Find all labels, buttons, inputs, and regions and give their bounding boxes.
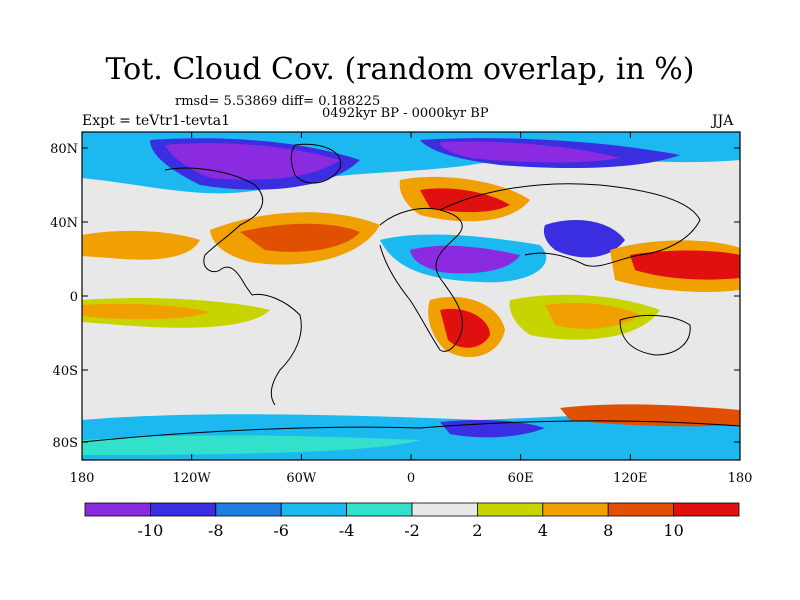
colorbar-swatch — [215, 502, 282, 517]
colorbar-label: 4 — [538, 521, 548, 540]
x-tick-label: 0 — [407, 471, 415, 486]
colorbar-swatch — [542, 502, 609, 517]
coastlines — [82, 143, 740, 443]
colorbar-label: -10 — [138, 521, 164, 540]
colorbar-swatch — [280, 502, 348, 517]
colorbar-swatch — [149, 502, 217, 517]
y-tick-label: 40S — [53, 364, 78, 379]
colorbar-swatch — [84, 502, 151, 517]
colorbar-label: 10 — [663, 521, 683, 540]
period-label: 0492kyr BP - 0000kyr BP — [322, 106, 489, 121]
colorbar-swatch — [673, 502, 740, 517]
x-axis: 180 120W 60W 0 60E 120E 180 — [70, 132, 753, 486]
colorbar-label: -6 — [273, 521, 289, 540]
colorbar-swatch — [607, 502, 675, 517]
y-tick-label: 40N — [50, 216, 78, 231]
stats-line: rmsd= 5.53869 diff= 0.188225 — [175, 94, 381, 109]
y-tick-label: 80S — [53, 436, 78, 451]
map-title: Tot. Cloud Cov. (random overlap, in %) — [105, 52, 695, 87]
colorbar-label: 8 — [603, 521, 613, 540]
colorbar-label: 2 — [472, 521, 482, 540]
x-tick-label: 60E — [508, 471, 534, 486]
anomaly-fields — [82, 132, 740, 460]
colorbar-label: -4 — [339, 521, 355, 540]
y-tick-label: 0 — [70, 290, 78, 305]
x-tick-label: 60W — [286, 471, 317, 486]
colorbar-swatch — [411, 502, 478, 517]
y-tick-label: 80N — [50, 142, 78, 157]
season-label: JJA — [712, 113, 734, 129]
y-axis: 80N 40N 0 40S 80S — [50, 142, 740, 451]
colorbar-swatch — [346, 502, 413, 517]
x-tick-label: 180 — [728, 471, 753, 486]
x-tick-label: 120E — [613, 471, 647, 486]
x-tick-label: 180 — [70, 471, 95, 486]
colorbar: -10 -8 -6 -4 -2 2 4 8 10 — [84, 502, 740, 540]
colorbar-swatch — [476, 502, 544, 517]
x-tick-label: 120W — [173, 471, 212, 486]
colorbar-label: -8 — [208, 521, 224, 540]
experiment-label: Expt = teVtr1-tevta1 — [82, 113, 231, 129]
colorbar-label: -2 — [404, 521, 420, 540]
